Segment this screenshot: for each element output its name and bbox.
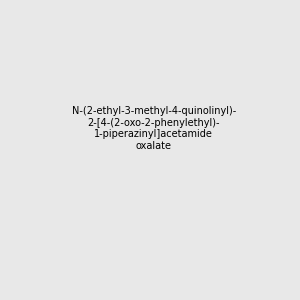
Text: N-(2-ethyl-3-methyl-4-quinolinyl)-
2-[4-(2-oxo-2-phenylethyl)-
1-piperazinyl]ace: N-(2-ethyl-3-methyl-4-quinolinyl)- 2-[4-… <box>72 106 236 151</box>
